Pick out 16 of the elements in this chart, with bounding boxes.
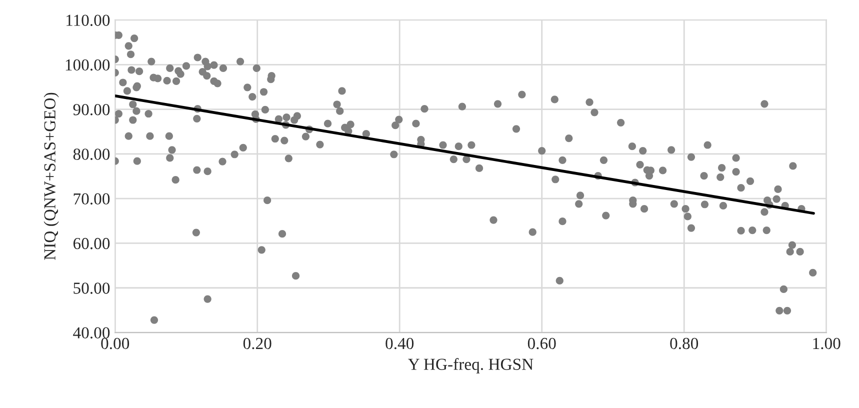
y-tick-label: 80.00 bbox=[73, 148, 110, 160]
y-tick-label: 100.00 bbox=[66, 59, 110, 71]
y-tick-label: 40.00 bbox=[73, 327, 110, 339]
x-tick-label: 0.40 bbox=[386, 338, 414, 350]
y-tick-label: 110.00 bbox=[66, 14, 110, 26]
y-tick-label: 60.00 bbox=[73, 238, 110, 250]
y-tick-label: 90.00 bbox=[73, 104, 110, 116]
y-axis-title: NIQ (QNW+SAS+GEO) bbox=[44, 92, 59, 260]
x-tick-label: 1.00 bbox=[813, 338, 840, 350]
x-tick-label: 0.00 bbox=[101, 338, 130, 350]
y-tick-label: 70.00 bbox=[74, 193, 110, 205]
x-tick-label: 0.20 bbox=[243, 338, 272, 350]
x-axis-title: Y HG-freq. HGSN bbox=[408, 358, 534, 374]
y-tick-label: 50.00 bbox=[74, 282, 110, 294]
x-tick-label: 0.80 bbox=[670, 338, 698, 350]
x-tick-label: 0.60 bbox=[528, 338, 556, 350]
